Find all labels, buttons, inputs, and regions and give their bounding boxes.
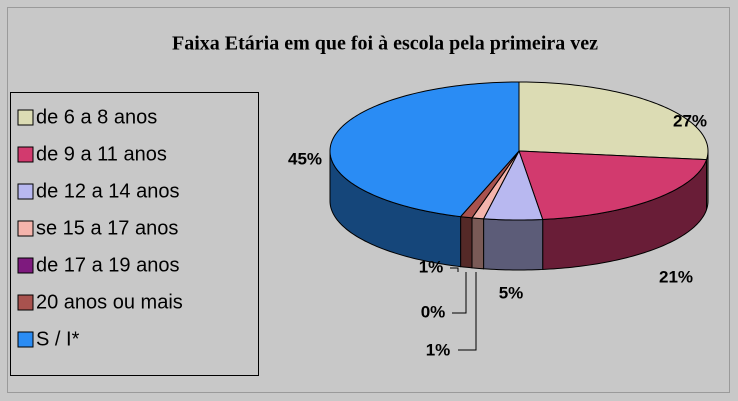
pie-slice-side xyxy=(460,216,473,269)
leader-line xyxy=(452,272,467,314)
legend-label: S / I* xyxy=(36,328,80,350)
legend-swatch xyxy=(17,294,34,311)
pie-slice xyxy=(482,149,544,221)
data-label: 1% xyxy=(426,340,451,359)
data-label: 21% xyxy=(659,267,693,286)
legend-label: se 15 a 17 anos xyxy=(36,217,178,239)
pie-slice xyxy=(329,81,520,218)
pie-slice-side xyxy=(483,218,544,271)
data-label: 0% xyxy=(421,302,446,321)
legend-label: de 12 a 14 anos xyxy=(36,180,179,202)
legend-swatch xyxy=(17,331,34,348)
leader-line xyxy=(450,267,459,272)
legend-swatch xyxy=(17,220,34,237)
legend-swatch xyxy=(17,109,34,126)
pie xyxy=(329,81,709,271)
legend-swatch xyxy=(17,257,34,274)
data-label: 45% xyxy=(288,149,322,168)
pie-slice xyxy=(518,81,709,161)
legend-swatch xyxy=(17,183,34,200)
chart-frame xyxy=(7,7,730,393)
data-label: 27% xyxy=(673,111,707,130)
legend xyxy=(10,92,259,376)
legend-label: 20 anos ou mais xyxy=(36,291,183,313)
pie-slice xyxy=(518,150,708,220)
legend-label: de 6 a 8 anos xyxy=(36,106,157,128)
chart-title: Faixa Etária em que foi à escola pela pr… xyxy=(172,33,598,55)
data-label: 1% xyxy=(419,257,444,276)
pie-slice-side xyxy=(471,217,485,270)
leader-line xyxy=(458,272,477,351)
legend-swatch xyxy=(17,146,34,163)
data-label: 5% xyxy=(499,283,524,302)
legend-label: de 17 a 19 anos xyxy=(36,254,179,276)
legend-label: de 9 a 11 anos xyxy=(36,143,167,165)
